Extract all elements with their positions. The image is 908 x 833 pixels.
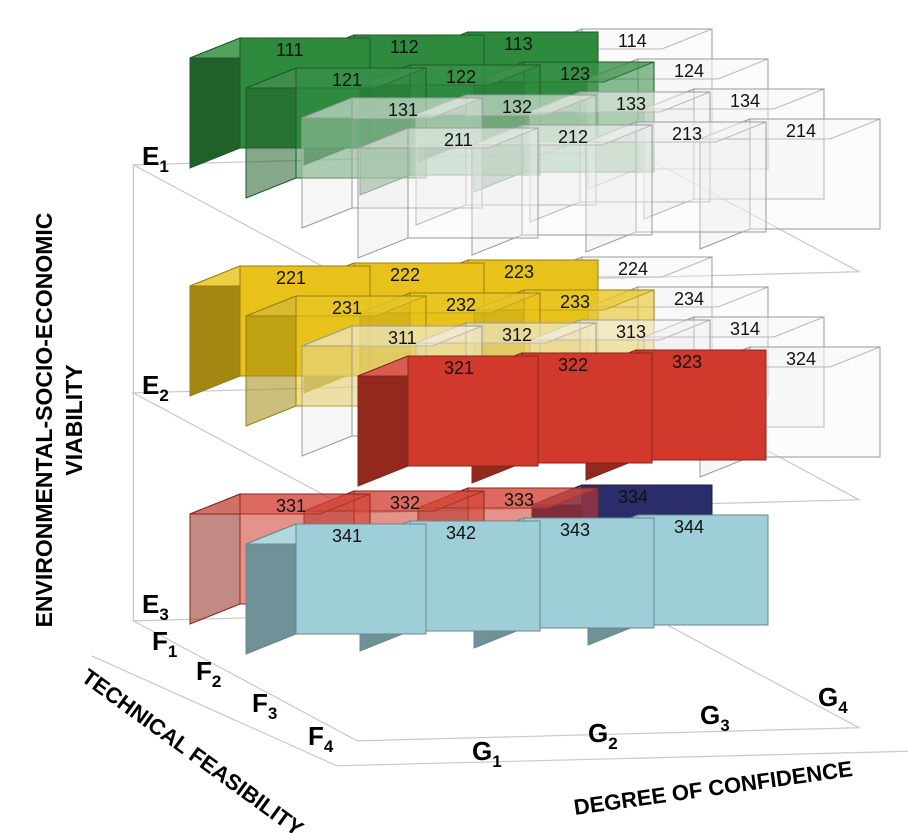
f-level-4-label: F4 <box>308 721 334 756</box>
cube-311-label: 311 <box>388 328 417 348</box>
cube-212-front <box>521 124 653 236</box>
cube-321: 321 <box>357 355 539 487</box>
cube-134-front <box>693 88 825 200</box>
f-level-1-label: F1 <box>152 626 177 661</box>
cube-231: 231 <box>245 295 427 427</box>
cube-314-label: 314 <box>730 319 760 339</box>
cube-322-front <box>521 352 653 464</box>
cube-321-label: 321 <box>444 358 474 378</box>
cube-321-front <box>407 355 539 467</box>
cube-344-label: 344 <box>674 517 704 537</box>
cube-313-label: 313 <box>616 322 646 342</box>
cube-111-label: 111 <box>276 40 303 60</box>
cube-344-front <box>637 514 769 626</box>
cube-214: 214 <box>699 118 881 250</box>
cube-232-label: 232 <box>446 295 476 315</box>
cube-323-front <box>635 349 767 461</box>
e-level-2-label: E2 <box>142 370 169 405</box>
cube-134-label: 134 <box>730 91 760 111</box>
cube-122-front <box>409 64 541 176</box>
cube-341: 341 <box>245 523 427 655</box>
cube-211-front <box>407 127 539 239</box>
vertical-axis-title-line1: ENVIRONMENTAL-SOCIO-ECONOMIC <box>31 213 57 628</box>
cube-124-front <box>637 58 769 170</box>
cube-123-front <box>523 61 655 173</box>
g-level-2-label: G2 <box>588 718 618 753</box>
cube-212: 212 <box>471 124 653 256</box>
cube-131: 131 <box>301 97 483 229</box>
cube-221-label: 221 <box>276 268 306 288</box>
axis-labels: ENVIRONMENTAL-SOCIO-ECONOMIC VIABILITY T… <box>31 141 854 833</box>
e-level-1-label: E1 <box>142 141 169 176</box>
cube-224-label: 224 <box>618 259 648 279</box>
cube-343-front <box>523 517 655 629</box>
cube-341-front <box>295 523 427 635</box>
vertical-axis-title-line2: VIABILITY <box>61 364 87 475</box>
cube-322-label: 322 <box>558 355 588 375</box>
cube-122-label: 122 <box>446 67 476 87</box>
cube-131-front <box>351 97 483 209</box>
cube-324-label: 324 <box>786 349 816 369</box>
g-level-4-label: G4 <box>818 682 848 717</box>
e-level-3-label: E3 <box>142 589 169 624</box>
cube-324-front <box>749 346 881 458</box>
cube-332-label: 332 <box>390 493 420 513</box>
cube-213-label: 213 <box>672 124 702 144</box>
cube-132-label: 132 <box>502 97 532 117</box>
cube-121: 121 <box>245 67 427 199</box>
cube-231-label: 231 <box>332 298 362 318</box>
horizontal-axis-title: DEGREE OF CONFIDENCE <box>572 756 854 820</box>
cube-334-label: 334 <box>618 487 648 507</box>
cube-layer: 114 113 112 111 124 123 122 121 134 133 132 131 214 2… <box>189 28 881 655</box>
cube-222-label: 222 <box>390 265 420 285</box>
cube-312-label: 312 <box>502 325 532 345</box>
cube-212-label: 212 <box>558 127 588 147</box>
cube-213: 213 <box>585 121 767 253</box>
cube-211: 211 <box>357 127 539 259</box>
cube-132-front <box>465 94 597 206</box>
g-level-3-label: G3 <box>700 700 730 735</box>
cube-131-label: 131 <box>388 100 418 120</box>
cube-214-front <box>749 118 881 230</box>
f-level-2-label: F2 <box>196 656 221 691</box>
cube-123-label: 123 <box>560 64 590 84</box>
cube-233-label: 233 <box>560 292 590 312</box>
cube-342-front <box>409 520 541 632</box>
f-level-3-label: F3 <box>252 688 277 723</box>
cube-223-label: 223 <box>504 262 534 282</box>
cube-211-label: 211 <box>444 130 473 150</box>
cube-133-label: 133 <box>616 94 646 114</box>
cube-333-label: 333 <box>504 490 534 510</box>
cube-113-label: 113 <box>504 34 533 54</box>
cube-112-label: 112 <box>390 37 419 57</box>
cube-213-front <box>635 121 767 233</box>
cube-342-label: 342 <box>446 523 476 543</box>
cube-323-label: 323 <box>672 352 702 372</box>
cube-331-label: 331 <box>276 496 306 516</box>
cube-121-label: 121 <box>332 70 362 90</box>
cube-234-label: 234 <box>674 289 704 309</box>
g-level-1-label: G1 <box>472 736 502 771</box>
cube-133-front <box>579 91 711 203</box>
cube-341-label: 341 <box>332 526 362 546</box>
cube-214-label: 214 <box>786 121 816 141</box>
cube-121-front <box>295 67 427 179</box>
depth-axis-line <box>91 655 338 767</box>
cube-343-label: 343 <box>560 520 590 540</box>
horizontal-axis-line <box>336 750 908 767</box>
depth-axis-title: TECHNICAL FEASIBILITY <box>77 664 308 833</box>
cube-124-label: 124 <box>674 61 704 81</box>
cube-114-label: 114 <box>618 31 647 51</box>
